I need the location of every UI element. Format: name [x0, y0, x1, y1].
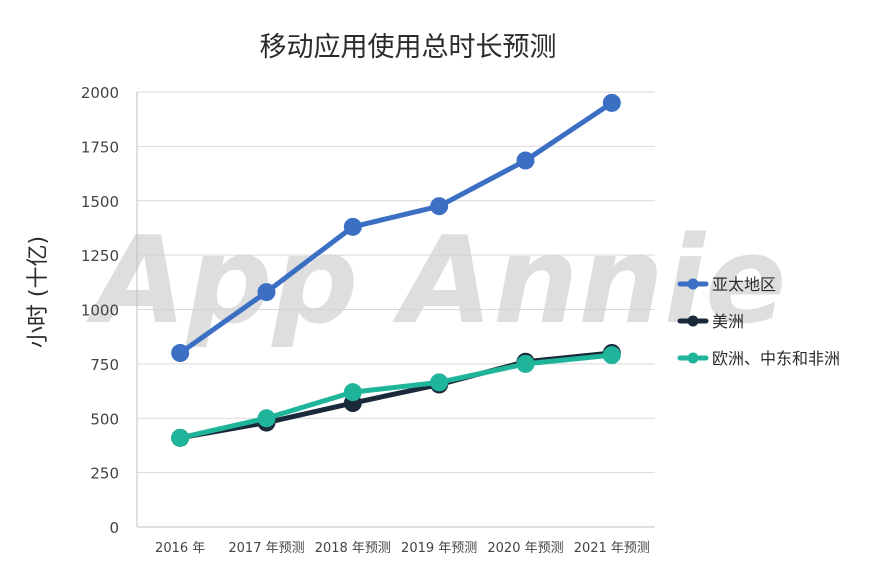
y-tick-label: 2000 [81, 84, 119, 102]
x-tick-label: 2016 年 [155, 541, 205, 556]
legend-item: 欧洲、中东和非洲 [677, 349, 840, 368]
y-tick-label: 250 [90, 465, 119, 483]
series-group [171, 93, 621, 362]
legend-swatch-marker [687, 315, 699, 327]
data-point [171, 428, 190, 447]
legend-label: 欧洲、中东和非洲 [712, 349, 840, 368]
x-tick-label: 2019 年预测 [401, 541, 477, 556]
series-lines [171, 93, 621, 447]
legend-label: 亚太地区 [712, 275, 776, 294]
data-point [257, 283, 276, 302]
y-tick-label: 750 [90, 356, 119, 374]
data-point [602, 93, 621, 112]
y-tick-label: 500 [90, 410, 119, 428]
x-tick-label: 2018 年预测 [315, 541, 391, 556]
data-point [516, 354, 535, 373]
data-point [343, 217, 362, 236]
data-point [602, 346, 621, 365]
legend-item: 亚太地区 [677, 275, 776, 294]
series-line [177, 352, 615, 441]
y-tick-label: 1750 [81, 138, 119, 156]
x-tick-label: 2021 年预测 [574, 541, 650, 556]
legend-swatch-marker [687, 352, 699, 364]
legend-swatch-marker [687, 278, 699, 290]
x-tick-label: 2020 年预测 [487, 541, 563, 556]
data-point [171, 344, 190, 362]
x-tick-label: 2017 年预测 [228, 541, 304, 556]
y-tick-label: 1250 [81, 247, 119, 265]
series-group [171, 346, 621, 447]
data-point [430, 373, 449, 392]
legend-label: 美洲 [712, 312, 744, 331]
series-line [177, 100, 615, 356]
data-point [257, 409, 276, 428]
y-tick-label: 1000 [81, 302, 119, 320]
legend-item: 美洲 [677, 312, 744, 331]
data-point [516, 151, 535, 170]
y-tick-label: 0 [109, 519, 119, 537]
chart-title: 移动应用使用总时长预测 [260, 32, 557, 63]
data-point [430, 197, 449, 216]
grid [137, 91, 655, 528]
y-tick-label: 1500 [81, 193, 119, 211]
data-point [343, 383, 362, 402]
y-axis-label: 小时 (十亿) [26, 236, 51, 348]
watermark: App Annie [86, 212, 787, 351]
axes: 0 250 500 750 1000 1250 1500 1750 2000 2016 年 2017… [81, 84, 650, 556]
